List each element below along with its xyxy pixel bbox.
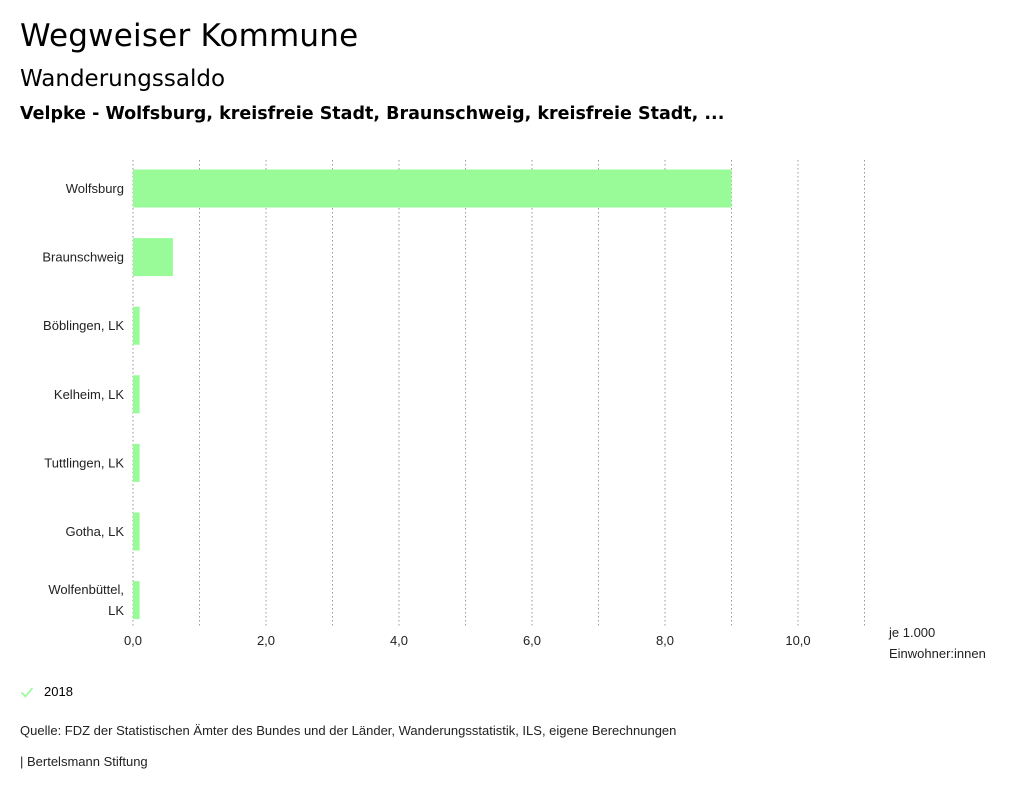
category-label-4: Kelheim, LK [54,387,124,402]
x-tick-label: 2,0 [257,633,275,648]
credit-note: | Bertelsmann Stiftung [20,754,148,769]
category-label-line: Wolfenbüttel, [48,582,124,597]
x-tick-labels: 0,0 2,0 4,0 6,0 8,0 10,0 [124,633,811,648]
category-label-5: Tuttlingen, LK [44,455,124,470]
category-label-line: Kelheim, LK [54,387,124,402]
x-axis-unit-line-2: Einwohner:innen [889,646,986,661]
chart-subtitle: Wanderungssaldo [20,66,226,92]
category-label-line: Böblingen, LK [43,318,124,333]
bar-7[interactable] [133,581,140,620]
category-label-line: Braunschweig [42,250,124,265]
category-label-line: LK [108,603,124,618]
x-axis-unit-label: je 1.000 Einwohner:innen [889,622,1009,664]
bars [133,169,732,620]
source-note: Quelle: FDZ der Statistischen Ämter des … [20,723,677,738]
x-tick-label: 10,0 [785,633,810,648]
x-tick-label: 8,0 [656,633,674,648]
category-label-line: Gotha, LK [65,524,124,539]
category-labels: Wolfsburg Braunschweig Böblingen, LK Kelhei… [42,181,124,618]
check-icon [20,686,34,698]
legend[interactable]: 2018 [20,684,73,699]
x-tick-label: 0,0 [124,633,142,648]
chart-title: Wegweiser Kommune [20,18,359,54]
chart-region-subtitle: Velpke - Wolfsburg, kreisfreie Stadt, Br… [20,104,725,124]
category-label-6: Gotha, LK [65,524,124,539]
bar-chart: Wolfsburg Braunschweig Böblingen, LK Kelhei… [42,160,865,648]
bar-1[interactable] [133,169,732,208]
bar-2[interactable] [133,238,173,277]
bar-4[interactable] [133,375,140,414]
category-label-line: Wolfsburg [66,181,124,196]
x-axis-unit-line-1: je 1.000 [889,625,936,640]
legend-label-2018: 2018 [44,684,73,699]
category-label-line: Tuttlingen, LK [44,455,124,470]
grid-lines [132,160,865,628]
x-tick-label: 6,0 [523,633,541,648]
bar-6[interactable] [133,512,140,551]
x-tick-label: 4,0 [390,633,408,648]
category-label-1: Wolfsburg [66,181,124,196]
category-label-3: Böblingen, LK [43,318,124,333]
category-label-2: Braunschweig [42,250,124,265]
category-label-7: Wolfenbüttel, LK [48,582,124,618]
bar-5[interactable] [133,443,140,482]
bar-3[interactable] [133,306,140,345]
